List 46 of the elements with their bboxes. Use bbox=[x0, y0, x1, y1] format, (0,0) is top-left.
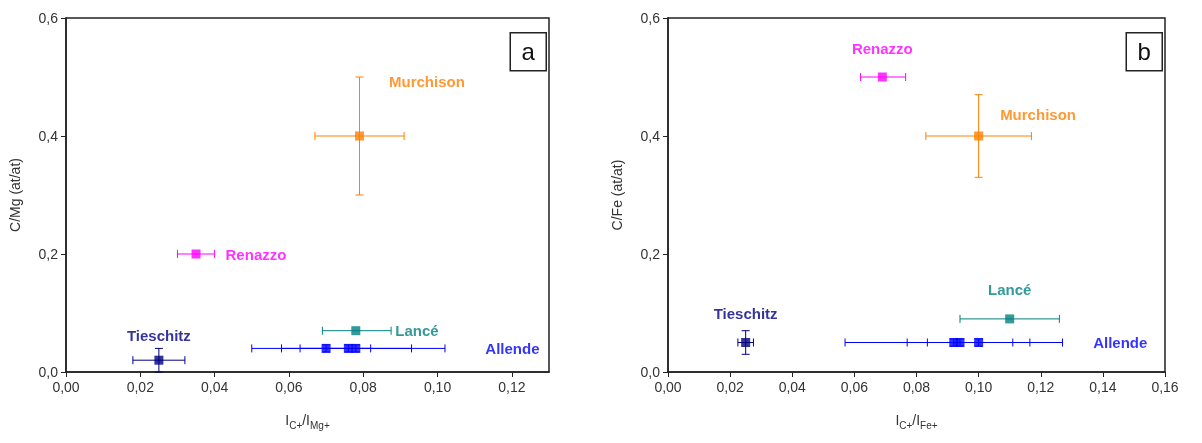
text: Lancé bbox=[395, 322, 439, 340]
text: Allende bbox=[485, 339, 540, 357]
point bbox=[154, 355, 164, 365]
y-tick-label: 0,0 bbox=[38, 364, 59, 380]
x-tick-label: 0,12 bbox=[1027, 379, 1055, 395]
x-tick-label: 0,00 bbox=[52, 379, 80, 395]
x-tick-label: 0,00 bbox=[654, 379, 682, 395]
x-tick-label: 0,02 bbox=[716, 379, 744, 395]
point bbox=[974, 131, 984, 141]
x-tick-label: 0,02 bbox=[126, 379, 155, 395]
point bbox=[741, 338, 751, 347]
point bbox=[355, 131, 365, 141]
point bbox=[351, 326, 361, 336]
series-label: Tieschitz bbox=[126, 326, 191, 344]
x-tick-label: 0,08 bbox=[349, 379, 378, 395]
y-tick-label: 0,0 bbox=[640, 364, 661, 380]
series-label: Renazzo bbox=[225, 245, 287, 263]
x-tick-label: 0,10 bbox=[965, 379, 993, 395]
series-label: Lancé bbox=[988, 281, 1032, 299]
point bbox=[191, 249, 201, 259]
y-axis-title: C/Fe (at/at) bbox=[609, 159, 625, 231]
y-tick-label: 0,2 bbox=[640, 246, 661, 262]
series-label: Tieschitz bbox=[713, 305, 778, 322]
text: Allende bbox=[1093, 334, 1148, 351]
x-tick-label: 0,14 bbox=[1089, 379, 1117, 395]
y-axis-title: C/Mg (at/at) bbox=[7, 158, 23, 232]
text: Murchison bbox=[389, 72, 465, 90]
point bbox=[877, 72, 887, 82]
annotation: b bbox=[1137, 38, 1151, 66]
x-tick-label: 0,16 bbox=[1151, 379, 1179, 395]
x-tick-label: 0,08 bbox=[902, 379, 931, 395]
y-tick-label: 0,4 bbox=[38, 128, 59, 144]
y-tick-label: 0,2 bbox=[38, 246, 59, 262]
y-tick-label: 0,4 bbox=[640, 128, 661, 144]
x-tick-label: 0,04 bbox=[200, 379, 229, 395]
series-label: Murchison bbox=[1000, 105, 1076, 123]
x-tick-label: 0,06 bbox=[840, 379, 869, 395]
y-tick-label: 0,6 bbox=[640, 10, 661, 26]
annotation: a bbox=[521, 38, 536, 66]
series-label: Renazzo bbox=[851, 39, 913, 57]
x-tick-label: 0,04 bbox=[778, 379, 807, 395]
x-tick-label: 0,06 bbox=[275, 379, 303, 395]
x-tick-label: 0,12 bbox=[498, 379, 526, 395]
y-tick-label: 0,6 bbox=[38, 10, 59, 26]
x-tick-label: 0,10 bbox=[423, 379, 452, 395]
point bbox=[1005, 314, 1015, 324]
